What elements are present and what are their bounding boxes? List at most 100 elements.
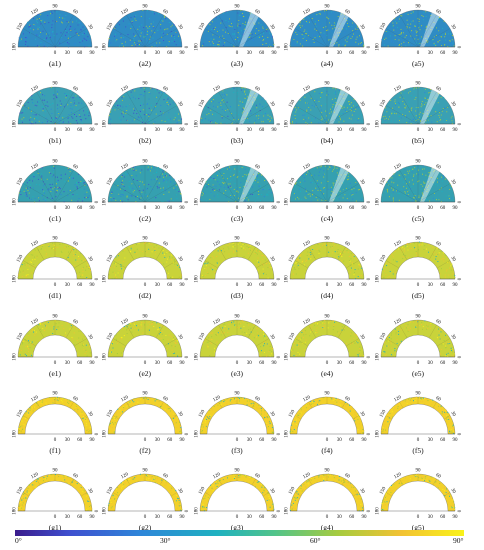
radial-tick-label: 60 [77,283,83,288]
angle-tick-label: 120 [394,240,403,248]
angle-tick-label: 150 [288,332,296,341]
panel-caption: (c3) [230,214,244,223]
polar-plot: 180 150 120 90 60 30 0 0 30 60 90 [13,392,98,444]
radial-tick-label: 0 [236,283,239,288]
angle-tick-label: 0 [456,278,461,281]
panel-caption: (d5) [411,291,425,300]
angle-tick-label: 90 [235,469,241,474]
panel-caption: (g1) [48,523,62,532]
angle-tick-label: 120 [303,395,312,403]
angle-tick-label: 30 [176,101,183,108]
polar-plot: 180 150 120 90 60 30 0 0 30 60 90 [376,392,461,444]
angle-tick-label: 120 [121,318,130,326]
radial-tick-label: 60 [259,283,265,288]
angle-tick-label: 0 [183,278,188,281]
angle-tick-label: 0 [365,356,370,359]
radial-tick-label: 30 [155,438,161,443]
angle-tick-label: 120 [394,163,403,171]
angle-tick-label: 180 [376,430,381,438]
radial-tick-label: 90 [272,51,278,56]
polar-plot: 180 150 120 90 60 30 0 0 30 60 90 [195,5,280,57]
radial-tick-label: 30 [337,206,343,211]
radial-tick-label: 0 [144,206,147,211]
radial-tick-label: 30 [428,206,434,211]
angle-tick-label: 90 [235,237,241,242]
angle-tick-label: 180 [103,353,108,361]
panel-e3: 180 150 120 90 60 30 0 0 30 60 90 (e3) [195,313,280,383]
angle-tick-label: 180 [13,353,18,361]
radial-tick-label: 90 [90,283,96,288]
angle-tick-label: 90 [53,82,59,87]
angle-tick-label: 120 [121,472,130,480]
radial-tick-label: 30 [428,515,434,520]
angle-tick-label: 120 [394,318,403,326]
angle-tick-label: 30 [449,256,456,263]
panel-caption: (b3) [230,136,244,145]
radial-tick-label: 90 [90,128,96,133]
colorbar-label-0: 0° [15,536,22,545]
angle-tick-label: 150 [106,22,114,31]
angle-tick-label: 120 [31,8,40,16]
panel-caption: (g5) [411,523,425,532]
radial-tick-label: 30 [337,283,343,288]
polar-plot: 180 150 120 90 60 30 0 0 30 60 90 [376,315,461,367]
angle-tick-label: 0 [456,433,461,436]
angle-tick-label: 120 [394,8,403,16]
radial-tick-label: 30 [155,128,161,133]
radial-tick-label: 0 [326,128,329,133]
angle-tick-label: 30 [358,411,365,418]
colorbar-gradient [15,530,464,536]
panel-caption: (d1) [48,291,62,300]
angle-tick-label: 120 [303,318,312,326]
angle-tick-label: 60 [72,319,79,326]
angle-tick-label: 180 [103,275,108,283]
angle-tick-label: 180 [376,43,381,51]
polar-plot: 180 150 120 90 60 30 0 0 30 60 90 [285,469,370,521]
panel-caption: (b4) [320,136,334,145]
panel-a5: 180 150 120 90 60 30 0 0 30 60 90 (a5) [376,3,461,73]
panel-b1: 180 150 120 90 60 30 0 0 30 60 90 (b1) [13,80,98,150]
radial-tick-label: 30 [337,515,343,520]
radial-tick-label: 60 [349,438,355,443]
panel-caption: (e4) [320,369,334,378]
panel-caption: (e2) [138,369,152,378]
radial-tick-label: 90 [180,206,186,211]
panel-g3: 180 150 120 90 60 30 0 0 30 60 90 (g3) [195,467,280,537]
panel-b5: 180 150 120 90 60 30 0 0 30 60 90 (b5) [376,80,461,150]
radial-tick-label: 60 [259,361,265,366]
panel-caption: (a5) [411,59,425,68]
polar-fill [199,241,275,280]
angle-tick-label: 90 [416,5,422,10]
radial-tick-label: 0 [326,283,329,288]
radial-tick-label: 30 [65,128,71,133]
angle-tick-label: 180 [103,507,108,515]
radial-tick-label: 60 [77,51,83,56]
angle-tick-label: 120 [31,85,40,93]
angle-tick-label: 30 [176,179,183,186]
angle-tick-label: 150 [198,486,206,495]
angle-tick-label: 30 [449,101,456,108]
radial-tick-label: 60 [77,438,83,443]
polar-fill [107,319,183,358]
colorbar-label-30: 30° [160,536,171,545]
angle-tick-label: 180 [285,120,290,128]
angle-tick-label: 180 [285,430,290,438]
angle-tick-label: 90 [143,237,149,242]
angle-tick-label: 150 [379,409,387,418]
radial-tick-label: 90 [453,283,459,288]
panel-c4: 180 150 120 90 60 30 0 0 30 60 90 (c4) [285,158,370,228]
radial-tick-label: 0 [417,438,420,443]
panel-caption: (a4) [320,59,334,68]
angle-tick-label: 0 [93,123,98,126]
polar-fill [289,86,365,125]
radial-tick-label: 90 [362,515,368,520]
angle-tick-label: 90 [325,392,331,397]
panel-caption: (f1) [49,446,61,455]
radial-tick-label: 0 [144,51,147,56]
radial-tick-label: 0 [417,128,420,133]
angle-tick-label: 30 [449,179,456,186]
panel-g1: 180 150 120 90 60 30 0 0 30 60 90 (g1) [13,467,98,537]
angle-tick-label: 30 [358,256,365,263]
polar-plot: 180 150 120 90 60 30 0 0 30 60 90 [13,160,98,212]
radial-tick-label: 60 [259,51,265,56]
